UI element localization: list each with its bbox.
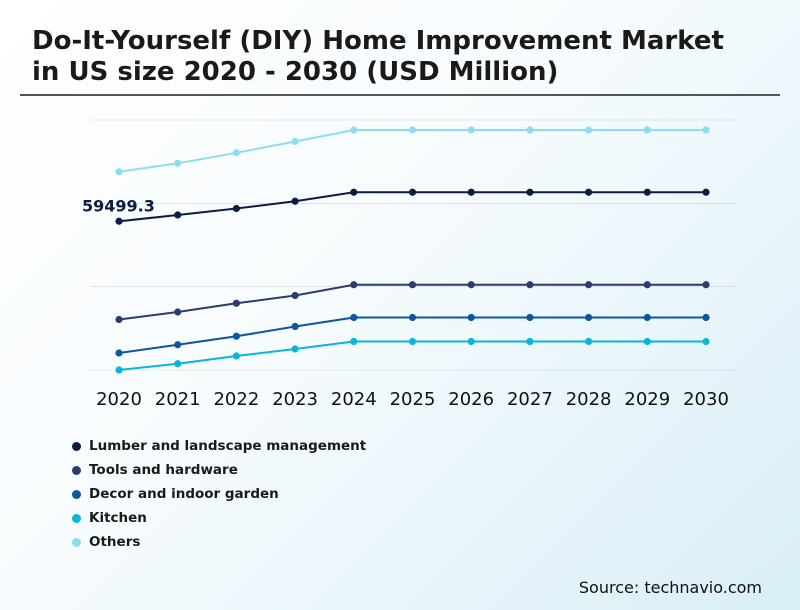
data-point	[232, 299, 240, 307]
legend-label: Tools and hardware	[89, 462, 238, 478]
data-point	[291, 345, 299, 353]
data-point	[408, 313, 417, 322]
legend-marker	[72, 441, 81, 451]
x-tick-label: 2030	[683, 389, 729, 410]
series-line-0	[118, 191, 706, 223]
legend-label: Others	[89, 534, 141, 550]
data-point	[585, 188, 593, 196]
legend-marker	[72, 537, 81, 547]
data-point	[408, 337, 417, 346]
data-point	[350, 126, 358, 134]
data-point	[702, 188, 710, 196]
data-point	[174, 360, 182, 368]
legend-marker	[72, 489, 81, 499]
x-tick-label: 2029	[624, 389, 670, 410]
line-chart: 2020 2021 2022 2023 2024 2025 2026 2027 2028 2029…	[82, 119, 736, 410]
x-tick-label: 2026	[448, 389, 494, 410]
data-point	[291, 322, 299, 331]
legend-item: Lumber and landscape management	[72, 434, 366, 458]
data-point	[526, 126, 534, 134]
x-tick-label: 2021	[155, 389, 201, 410]
data-point	[526, 188, 534, 196]
data-point	[643, 281, 651, 289]
data-point	[643, 337, 651, 346]
series-line-2	[118, 316, 706, 354]
data-point	[526, 337, 534, 346]
data-point	[467, 188, 475, 196]
data-point	[408, 188, 417, 196]
data-point	[702, 313, 710, 322]
data-point	[115, 217, 123, 225]
data-point	[174, 159, 182, 167]
legend-item: Kitchen	[72, 506, 366, 530]
data-point	[643, 313, 651, 322]
x-tick-label: 2023	[272, 389, 318, 410]
legend-item: Tools and hardware	[72, 458, 366, 482]
data-point	[350, 337, 358, 346]
data-point	[585, 281, 593, 289]
legend-label: Decor and indoor garden	[89, 486, 279, 502]
x-tick-label: 2020	[96, 389, 142, 410]
legend-marker	[72, 465, 81, 475]
x-tick-label: 2025	[390, 389, 436, 410]
legend-marker	[72, 513, 81, 523]
x-tick-label: 2022	[213, 389, 259, 410]
data-point	[467, 281, 475, 289]
data-point	[350, 188, 358, 196]
data-point	[174, 211, 182, 219]
series-line-3	[118, 340, 706, 371]
data-point	[115, 168, 123, 176]
data-point	[526, 313, 534, 322]
x-tick-label: 2028	[566, 389, 612, 410]
legend-label: Kitchen	[89, 510, 147, 526]
legend-item: Others	[72, 530, 366, 554]
data-point	[643, 126, 651, 134]
data-point	[526, 281, 534, 289]
series-line-4	[118, 129, 706, 173]
data-point	[232, 332, 240, 340]
data-point	[467, 313, 475, 322]
chart-title: Do-It-Yourself (DIY) Home Improvement Ma…	[32, 26, 724, 87]
x-tick-label: 2024	[331, 389, 377, 410]
data-point	[350, 281, 358, 289]
data-point	[115, 366, 123, 374]
data-point	[291, 291, 299, 300]
data-point	[408, 281, 417, 289]
data-point	[467, 126, 475, 134]
data-point	[174, 308, 182, 316]
data-point	[585, 337, 593, 346]
data-point	[115, 349, 123, 357]
data-point	[585, 313, 593, 322]
data-point	[232, 149, 240, 157]
data-point	[408, 126, 417, 134]
title-divider	[20, 94, 780, 96]
data-point	[350, 313, 358, 322]
data-point	[115, 315, 123, 324]
data-point	[232, 204, 240, 213]
data-point	[291, 197, 299, 205]
data-point	[643, 188, 651, 196]
data-point	[467, 337, 475, 346]
legend-item: Decor and indoor garden	[72, 482, 366, 506]
x-tick-label: 2027	[507, 389, 553, 410]
source-note: Source: technavio.com	[578, 578, 762, 597]
data-point	[702, 337, 710, 346]
data-point	[702, 126, 710, 134]
legend-label: Lumber and landscape management	[89, 438, 367, 454]
data-label: 59499.3	[82, 196, 155, 215]
chart-legend: Lumber and landscape management Tools and…	[72, 434, 366, 554]
data-point	[232, 352, 240, 360]
data-point	[291, 137, 299, 146]
data-point	[174, 341, 182, 349]
data-point	[702, 281, 710, 289]
data-point	[585, 126, 593, 134]
